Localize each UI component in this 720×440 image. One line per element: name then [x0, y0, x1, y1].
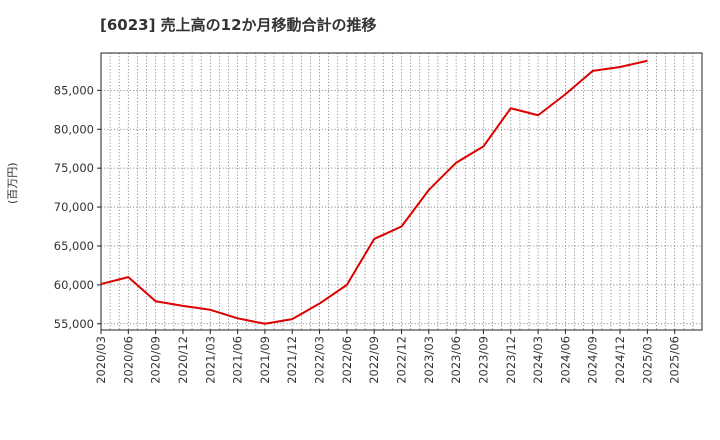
- x-tick-label: 2022/03: [313, 336, 327, 384]
- y-tick-label: 75,000: [54, 161, 94, 175]
- x-tick-label: 2024/09: [586, 336, 600, 384]
- y-axis-unit-label: (百万円): [6, 162, 19, 204]
- x-tick-label: 2021/09: [258, 336, 272, 384]
- x-tick-label: 2021/03: [203, 336, 217, 384]
- y-tick-label: 65,000: [54, 239, 94, 253]
- series-line: [100, 59, 648, 325]
- x-tick-label: 2023/03: [422, 336, 436, 384]
- x-tick-label: 2024/06: [558, 336, 572, 384]
- chart-title: [6023] 売上高の12か月移動合計の推移: [100, 16, 377, 34]
- plot-frame: [100, 52, 703, 331]
- x-tick-label: 2024/12: [613, 336, 627, 384]
- y-tick-label: 85,000: [54, 83, 94, 97]
- x-tick-label: 2020/03: [94, 336, 108, 384]
- y-tick-label: 55,000: [54, 317, 94, 331]
- x-tick-label: 2023/12: [504, 336, 518, 384]
- x-tick-label: 2025/03: [640, 336, 654, 384]
- x-tick-label: 2020/12: [176, 336, 190, 384]
- y-tick-label: 60,000: [54, 278, 94, 292]
- x-tick-label: 2024/03: [531, 336, 545, 384]
- x-tick-label: 2021/06: [231, 336, 245, 384]
- x-tick-label: 2020/06: [121, 336, 135, 384]
- x-tick-label: 2020/09: [149, 336, 163, 384]
- x-tick-label: 2021/12: [285, 336, 299, 384]
- y-tick-label: 80,000: [54, 122, 94, 136]
- x-tick-label: 2022/12: [395, 336, 409, 384]
- x-tick-label: 2023/06: [449, 336, 463, 384]
- x-tick-label: 2023/09: [476, 336, 490, 384]
- x-tick-label: 2022/06: [340, 336, 354, 384]
- y-tick-label: 70,000: [54, 200, 94, 214]
- x-tick-label: 2025/06: [668, 336, 682, 384]
- x-tick-label: 2022/09: [367, 336, 381, 384]
